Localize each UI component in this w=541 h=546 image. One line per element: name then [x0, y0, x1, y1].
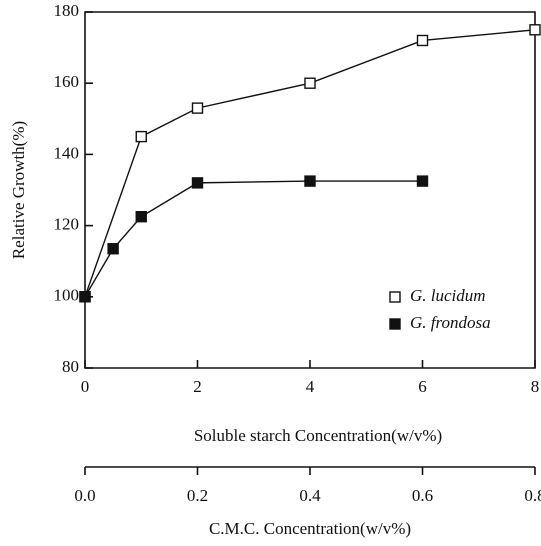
y-tick-label: 140: [54, 143, 80, 162]
y-tick-label: 160: [54, 72, 80, 91]
marker: [416, 175, 429, 187]
marker: [191, 102, 204, 114]
marker: [529, 24, 541, 36]
marker: [191, 177, 204, 189]
legend-label: G. frondosa: [410, 313, 491, 332]
y-tick-label: 180: [54, 1, 80, 20]
x-tick-label: 2: [193, 377, 202, 396]
x-tick-label: 0: [81, 377, 90, 396]
series-line: [84, 29, 536, 298]
x2-tick-label: 0.2: [187, 486, 208, 505]
y-tick-label: 80: [62, 357, 79, 376]
x2-tick-label: 0.6: [412, 486, 433, 505]
y-axis-label: Relative Growth(%): [9, 121, 28, 259]
legend-marker: [389, 318, 401, 330]
marker: [304, 77, 316, 89]
legend-marker: [389, 291, 401, 303]
x2-tick-label: 0.8: [524, 486, 541, 505]
series-line: [84, 180, 423, 298]
x2-tick-label: 0.0: [74, 486, 95, 505]
y-tick-label: 100: [54, 286, 80, 305]
marker: [304, 175, 316, 187]
marker: [416, 34, 429, 47]
x-axis-label: Soluble starch Concentration(w/v%): [194, 426, 442, 445]
x-tick-label: 8: [531, 377, 540, 396]
marker: [135, 130, 147, 143]
y-tick-label: 120: [54, 215, 80, 234]
x2-axis-label: C.M.C. Concentration(w/v%): [209, 519, 411, 538]
legend-label: G. lucidum: [410, 286, 486, 305]
x-tick-label: 4: [306, 377, 315, 396]
marker: [135, 210, 147, 223]
marker: [107, 243, 119, 255]
x-tick-label: 6: [418, 377, 427, 396]
x2-tick-label: 0.4: [299, 486, 321, 505]
marker: [79, 291, 91, 303]
